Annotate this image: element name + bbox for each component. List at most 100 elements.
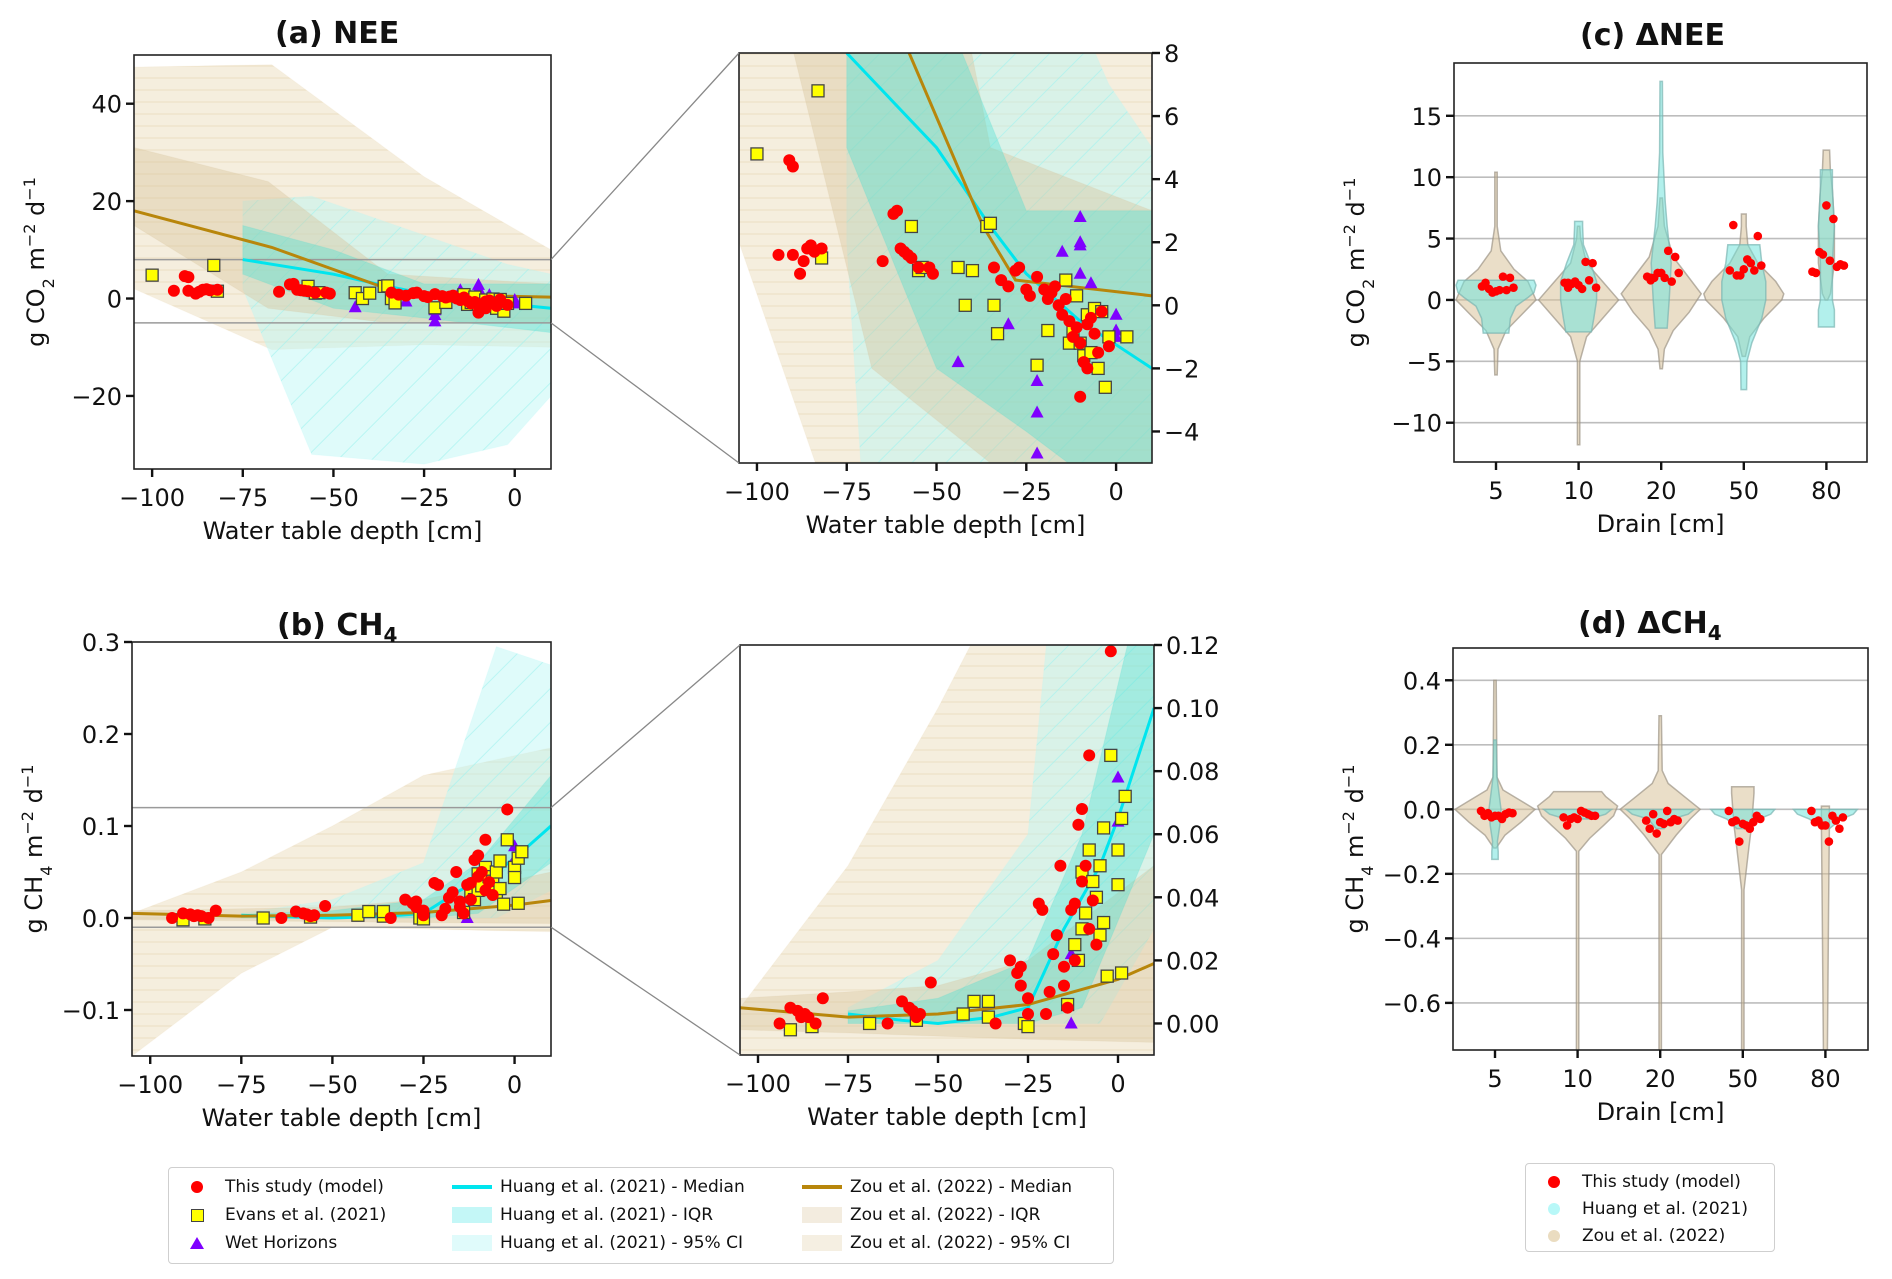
model-point [1663,246,1673,256]
y-tick-label: 0.02 [1166,947,1219,975]
model-point [486,889,499,901]
y-tick-label: −0.4 [1383,925,1441,953]
evans-point [1096,915,1111,930]
y-tick-label: −0.6 [1383,990,1441,1018]
model-point [472,849,485,862]
model-point [1092,346,1105,359]
patch-swatch-icon [802,1235,842,1251]
wet-horizons-point [1109,307,1123,320]
y-tick-label: −0.2 [1383,861,1441,889]
model-point [773,1017,786,1030]
circle-marker-icon [1548,1203,1560,1215]
zou-iqr-band [134,147,551,324]
model-point [786,160,799,173]
evans-point [1093,859,1107,873]
model-point [1494,811,1503,821]
model-point [1014,979,1027,992]
model-point [1674,268,1683,278]
model-point [1501,809,1510,819]
y-tick-label: 0.08 [1166,758,1219,786]
evans-point [983,216,998,230]
x-tick-label: −100 [119,484,185,512]
model-point [1495,285,1504,295]
axes-frame [133,54,552,470]
x-tick-label: −100 [725,1070,791,1098]
title-c: (c) ΔNEE [1580,18,1725,53]
evans-point [1078,906,1093,920]
model-point [1049,280,1062,293]
axes-frame [738,52,1153,464]
model-point [772,248,785,261]
model-point [1487,813,1496,822]
x-tick-label: −25 [398,1071,449,1099]
model-point [1591,283,1601,292]
plot-area [134,64,551,465]
model-point [464,893,477,906]
evans-point [1111,843,1125,857]
x-tick-label: 5 [1487,1065,1502,1093]
evans-point [783,1023,798,1037]
model-point [1753,231,1763,241]
y-tick-label: 4 [1164,166,1179,194]
legend-item: Zou et al. (2022) - IQR [794,1201,1114,1229]
model-point [432,878,445,891]
x-tick-label: −25 [1003,1070,1054,1098]
zou-violin [1820,805,1831,1050]
legend-label: Evans et al. (2021) [225,1205,387,1225]
evans-point [987,298,1001,312]
legend-symbol [1526,1168,1582,1196]
evans-point [1114,811,1129,826]
legend-item: Zou et al. (2022) [1526,1222,1774,1250]
legend-item: Wet Horizons [169,1229,444,1257]
x-tick-label: 0 [507,484,522,512]
title-b: (b) CH4 [277,608,397,647]
y-tick-label: 15 [1411,103,1442,131]
model-point [1559,813,1568,822]
evans-point [1059,273,1073,287]
model-point [1653,268,1662,278]
y-tick-label: 0.1 [82,813,120,841]
legend-main: This study (model) Evans et al. (2021) Wet… [168,1167,1114,1264]
model-point [1074,337,1087,350]
model-point [1502,285,1511,295]
x-axis-label: Drain [cm] [1597,510,1725,538]
model-point [1088,327,1101,340]
panel-c: 5 10 20 50 80 Drain [cm] −10 −5 0 5 10 15 g CO2 m−2 … [1340,62,1868,538]
subscript: 4 [1707,621,1722,645]
huang-violin [1455,279,1537,334]
evans-point [967,994,981,1009]
evans-point [951,260,965,275]
model-point [1810,817,1820,827]
wet-horizons-point [1001,317,1015,330]
legend-item: Zou et al. (2022) - Median [794,1173,1114,1201]
zou-iqr-band [793,53,1152,463]
evans-point [904,219,919,234]
evans-point [1096,821,1111,835]
legend-label: Zou et al. (2022) - IQR [850,1205,1041,1225]
model-point [1811,268,1821,278]
model-point [1059,293,1072,305]
triangle-marker-icon [190,1237,204,1249]
model-point [786,248,799,261]
model-point [1662,806,1672,816]
model-point [1081,362,1094,375]
x-tick-label: −100 [117,1071,183,1099]
x-tick-label: −75 [821,478,872,506]
model-point [273,285,286,298]
evans-point [511,896,525,910]
wet-horizons-point [1064,1016,1078,1029]
evans-point [207,258,221,273]
model-point [1090,938,1103,951]
y-axis-label: g CH4 m−2 d−1 [1339,765,1377,934]
evans-point [1114,966,1129,980]
legend-symbol [169,1201,225,1229]
title-text: (b) CH [277,608,384,643]
evans-point [489,865,503,879]
evans-point [1086,874,1100,889]
model-point [501,803,514,816]
model-point [202,912,215,924]
model-point [816,992,829,1005]
model-point [1563,278,1573,288]
evans-point [1100,969,1114,983]
